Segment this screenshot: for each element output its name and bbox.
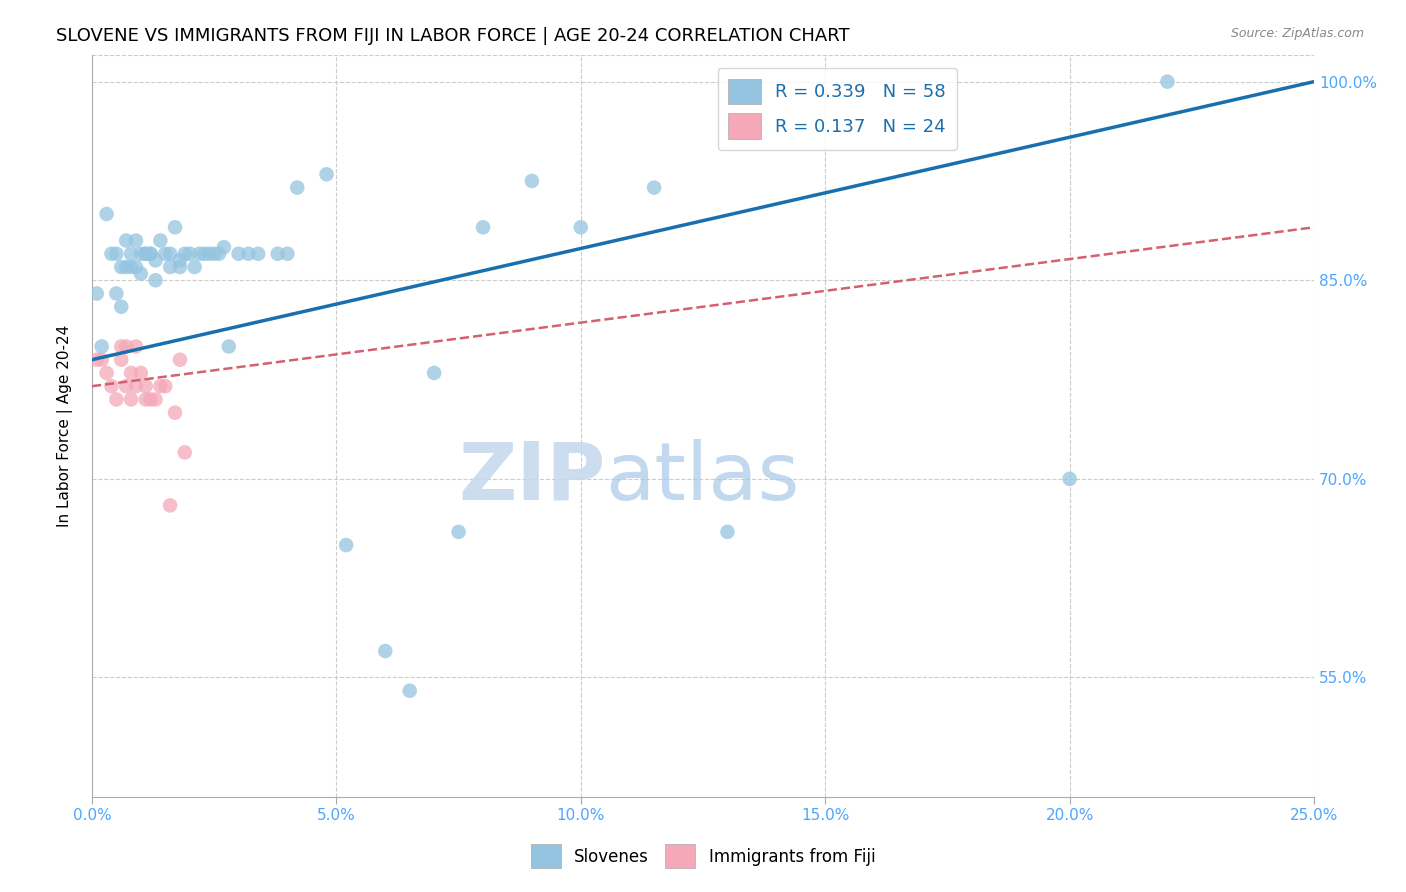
Text: ZIP: ZIP bbox=[458, 439, 605, 516]
Point bbox=[86, 352, 108, 367]
Point bbox=[315, 167, 337, 181]
Point bbox=[447, 524, 470, 539]
Point bbox=[90, 339, 112, 353]
Point bbox=[643, 180, 665, 194]
Point bbox=[120, 392, 142, 407]
Point bbox=[247, 246, 270, 260]
Point bbox=[159, 499, 181, 513]
Point bbox=[198, 246, 221, 260]
Point bbox=[520, 174, 543, 188]
Point bbox=[163, 406, 186, 420]
Point bbox=[238, 246, 260, 260]
Point bbox=[569, 220, 592, 235]
Point bbox=[135, 246, 157, 260]
Point bbox=[96, 366, 118, 380]
Point bbox=[100, 379, 122, 393]
Point bbox=[398, 683, 420, 698]
Point bbox=[155, 379, 177, 393]
Point bbox=[212, 240, 235, 254]
Point bbox=[110, 300, 132, 314]
Point bbox=[472, 220, 495, 235]
Point bbox=[335, 538, 357, 552]
Point bbox=[96, 207, 118, 221]
Point bbox=[173, 246, 195, 260]
Point bbox=[159, 260, 181, 274]
Point bbox=[374, 644, 396, 658]
Point bbox=[149, 234, 172, 248]
Point bbox=[125, 379, 148, 393]
Point bbox=[120, 366, 142, 380]
Point bbox=[105, 286, 128, 301]
Point bbox=[1059, 472, 1081, 486]
Point bbox=[173, 445, 195, 459]
Point bbox=[139, 246, 162, 260]
Point bbox=[183, 260, 205, 274]
Point bbox=[129, 267, 152, 281]
Point bbox=[179, 246, 201, 260]
Point bbox=[193, 246, 215, 260]
Legend: R = 0.339   N = 58, R = 0.137   N = 24: R = 0.339 N = 58, R = 0.137 N = 24 bbox=[717, 68, 956, 150]
Point bbox=[115, 379, 138, 393]
Point bbox=[139, 392, 162, 407]
Point bbox=[139, 246, 162, 260]
Point bbox=[110, 260, 132, 274]
Point bbox=[208, 246, 231, 260]
Point bbox=[228, 246, 250, 260]
Text: Source: ZipAtlas.com: Source: ZipAtlas.com bbox=[1230, 27, 1364, 40]
Point bbox=[115, 339, 138, 353]
Point bbox=[86, 286, 108, 301]
Point bbox=[115, 260, 138, 274]
Y-axis label: In Labor Force | Age 20-24: In Labor Force | Age 20-24 bbox=[58, 325, 73, 527]
Point bbox=[129, 366, 152, 380]
Point bbox=[100, 246, 122, 260]
Point bbox=[129, 246, 152, 260]
Point bbox=[267, 246, 290, 260]
Point bbox=[163, 220, 186, 235]
Point bbox=[120, 260, 142, 274]
Legend: Slovenes, Immigrants from Fiji: Slovenes, Immigrants from Fiji bbox=[524, 838, 882, 875]
Text: SLOVENE VS IMMIGRANTS FROM FIJI IN LABOR FORCE | AGE 20-24 CORRELATION CHART: SLOVENE VS IMMIGRANTS FROM FIJI IN LABOR… bbox=[56, 27, 849, 45]
Point bbox=[1156, 75, 1178, 89]
Point bbox=[90, 352, 112, 367]
Text: atlas: atlas bbox=[605, 439, 800, 516]
Point bbox=[145, 273, 167, 287]
Point bbox=[135, 392, 157, 407]
Point bbox=[105, 392, 128, 407]
Point bbox=[135, 379, 157, 393]
Point bbox=[105, 246, 128, 260]
Point bbox=[125, 339, 148, 353]
Point bbox=[285, 180, 308, 194]
Point bbox=[423, 366, 446, 380]
Point bbox=[202, 246, 225, 260]
Point bbox=[169, 352, 191, 367]
Point bbox=[135, 246, 157, 260]
Point bbox=[120, 246, 142, 260]
Point bbox=[188, 246, 211, 260]
Point bbox=[125, 234, 148, 248]
Point bbox=[110, 339, 132, 353]
Point bbox=[145, 392, 167, 407]
Point bbox=[169, 260, 191, 274]
Point bbox=[218, 339, 240, 353]
Point bbox=[115, 234, 138, 248]
Point bbox=[159, 246, 181, 260]
Point bbox=[149, 379, 172, 393]
Point bbox=[155, 246, 177, 260]
Point bbox=[169, 253, 191, 268]
Point bbox=[716, 524, 738, 539]
Point bbox=[145, 253, 167, 268]
Point bbox=[110, 352, 132, 367]
Point bbox=[125, 260, 148, 274]
Point bbox=[276, 246, 298, 260]
